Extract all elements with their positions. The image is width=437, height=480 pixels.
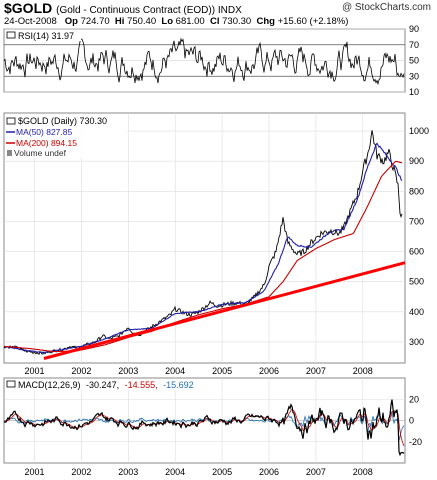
open-value: 724.70 bbox=[80, 16, 110, 27]
legend-ma50: MA(50) 827.85 bbox=[16, 127, 72, 137]
legend-price: $GOLD (Daily) 730.30 bbox=[18, 116, 107, 126]
macd-year-label-2002: 2002 bbox=[71, 467, 91, 477]
ohlc-readout: 24-Oct-2008 Op 724.70 Hi 750.40 Lo 681.0… bbox=[4, 16, 348, 27]
legend-ma200: MA(200) 894.15 bbox=[16, 138, 77, 148]
rsi-line bbox=[3, 37, 405, 86]
price-tick-300: 300 bbox=[409, 337, 424, 347]
macd-tick-0: 0 bbox=[409, 416, 414, 426]
symbol-description: (Gold - Continuous Contract (EOD)) INDX bbox=[56, 5, 242, 16]
rsi-tick-90: 90 bbox=[409, 24, 419, 34]
price-series bbox=[3, 130, 406, 360]
year-label-2006: 2006 bbox=[259, 366, 279, 376]
close-value: 730.30 bbox=[222, 16, 252, 27]
macd-year-label-2006: 2006 bbox=[259, 467, 279, 477]
quote-date: 24-Oct-2008 bbox=[4, 16, 57, 27]
macd-line bbox=[3, 399, 405, 457]
macd-title-bg bbox=[5, 379, 219, 390]
ma50-line bbox=[3, 142, 403, 354]
price-line bbox=[3, 130, 403, 356]
price-y-ticks: 300 400 500 600 700 800 900 1000 bbox=[409, 126, 429, 347]
close-label: Cl bbox=[210, 16, 220, 27]
macd-panel: -20 0 20 MACD(12,26,9) -30.247, -14.555, -… bbox=[3, 377, 422, 464]
copyright: @ StockCharts.com bbox=[341, 2, 431, 13]
price-x-axis: 2001 2002 2003 2004 2005 2006 2007 2008 bbox=[24, 366, 372, 376]
rsi-title: RSI(14) 31.97 bbox=[18, 31, 74, 41]
price-tick-1000: 1000 bbox=[409, 126, 429, 136]
legend-swatch-volume bbox=[7, 150, 12, 156]
macd-y-ticks: -20 0 20 bbox=[409, 394, 422, 447]
low-value: 681.00 bbox=[175, 16, 205, 27]
macd-year-label-2008: 2008 bbox=[353, 467, 373, 477]
year-label-2001: 2001 bbox=[24, 366, 44, 376]
macd-tick--20: -20 bbox=[409, 437, 422, 447]
macd-year-label-2007: 2007 bbox=[306, 467, 326, 477]
open-label: Op bbox=[64, 16, 78, 27]
year-label-2002: 2002 bbox=[71, 366, 91, 376]
price-tick-900: 900 bbox=[409, 156, 424, 166]
legend-volume: Volume undef bbox=[14, 148, 67, 158]
legend-bg bbox=[5, 114, 127, 158]
macd-year-label-2003: 2003 bbox=[118, 467, 138, 477]
trendline bbox=[43, 261, 406, 360]
rsi-tick-30: 30 bbox=[409, 71, 419, 81]
price-tick-400: 400 bbox=[409, 307, 424, 317]
macd-tick-20: 20 bbox=[409, 394, 419, 404]
rsi-tick-10: 10 bbox=[409, 87, 419, 97]
macd-title: MACD(12,26,9) -30.247, -14.555, -15.692 bbox=[18, 380, 194, 390]
change-label: Chg bbox=[256, 16, 275, 27]
macd-legend-swatch bbox=[6, 380, 16, 388]
year-label-2003: 2003 bbox=[118, 366, 138, 376]
price-tick-500: 500 bbox=[409, 277, 424, 287]
high-label: Hi bbox=[114, 16, 125, 27]
year-label-2004: 2004 bbox=[165, 366, 185, 376]
year-label-2005: 2005 bbox=[212, 366, 232, 376]
change-value: +15.60 (+2.18%) bbox=[277, 16, 349, 27]
price-legend: $GOLD (Daily) 730.30 MA(50) 827.85 MA(20… bbox=[5, 114, 127, 158]
legend-swatch-price bbox=[6, 117, 16, 125]
rsi-grid bbox=[4, 28, 405, 93]
macd-year-label-2005: 2005 bbox=[212, 467, 232, 477]
rsi-tick-70: 70 bbox=[409, 40, 419, 50]
chart-title: $GOLD (Gold - Continuous Contract (EOD))… bbox=[4, 0, 242, 16]
price-tick-600: 600 bbox=[409, 247, 424, 257]
macd-value-1: -30.247, bbox=[86, 380, 119, 390]
symbol: $GOLD bbox=[4, 0, 53, 16]
macd-year-label-2001: 2001 bbox=[24, 467, 44, 477]
macd-x-axis: 2001 2002 2003 2004 2005 2006 2007 2008 bbox=[24, 467, 372, 477]
rsi-panel: 10 30 50 70 90 RSI(14) 31.97 bbox=[3, 24, 419, 97]
rsi-tick-50: 50 bbox=[409, 56, 419, 66]
price-tick-700: 700 bbox=[409, 216, 424, 226]
rsi-legend-swatch bbox=[6, 31, 16, 39]
year-label-2008: 2008 bbox=[353, 366, 373, 376]
price-tick-800: 800 bbox=[409, 186, 424, 196]
rsi-y-ticks: 10 30 50 70 90 bbox=[409, 24, 419, 97]
price-panel: 300 400 500 600 700 800 900 1000 $GOLD (Daily) … bbox=[3, 112, 429, 364]
macd-value-2: -14.555, bbox=[125, 380, 158, 390]
macd-label: MACD(12,26,9) bbox=[18, 380, 81, 390]
rsi-title-bg bbox=[5, 30, 81, 41]
year-label-2007: 2007 bbox=[306, 366, 326, 376]
macd-year-label-2004: 2004 bbox=[165, 467, 185, 477]
macd-value-3: -15.692 bbox=[163, 380, 194, 390]
low-label: Lo bbox=[161, 16, 174, 27]
high-value: 750.40 bbox=[127, 16, 157, 27]
